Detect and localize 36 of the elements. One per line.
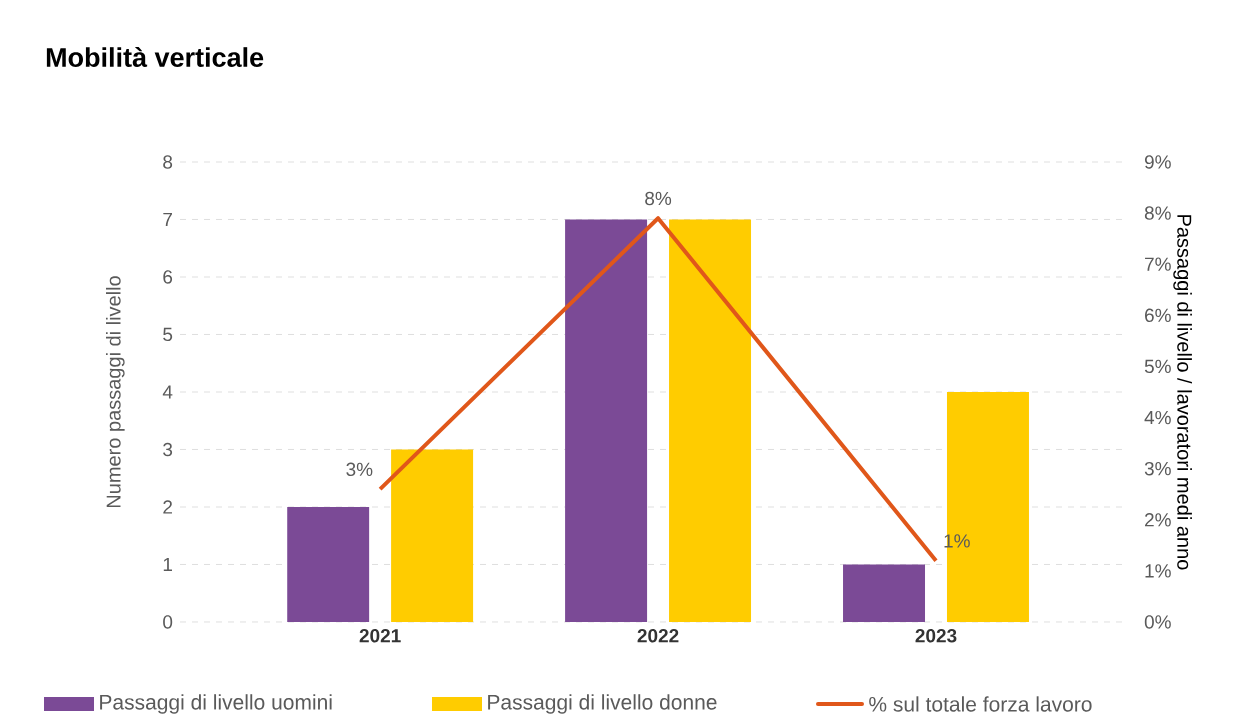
bar: [843, 564, 926, 622]
legend-label: Passaggi di livello donne: [488, 694, 717, 714]
bar: [669, 219, 752, 622]
y2-tick-label: 7%: [1145, 257, 1171, 271]
legend-label: % sul totale forza lavoro: [869, 696, 1092, 712]
y-tick-label: 1: [163, 557, 172, 572]
data-label: 3%: [346, 462, 373, 477]
y-tick-label: 7: [163, 212, 172, 227]
y2-axis-title: Passaggi di livello / lavoratori medi anno: [1173, 215, 1192, 570]
y-tick-label: 6: [163, 270, 173, 284]
y2-tick-label: 3%: [1144, 461, 1171, 476]
bar: [287, 506, 370, 622]
y2-tick-label: 1%: [1145, 564, 1171, 578]
x-tick-label: 2022: [637, 629, 679, 643]
y-tick-label: 2: [163, 500, 172, 514]
y2-tick-label: 9%: [1144, 155, 1171, 169]
y2-tick-label: 8%: [1144, 206, 1171, 220]
x-tick-label: 2023: [915, 629, 957, 643]
bar: [565, 219, 648, 622]
y-tick-label: 4: [162, 385, 173, 399]
data-label: 8%: [645, 191, 672, 206]
y2-tick-label: 0%: [1144, 615, 1171, 629]
y2-tick-label: 4%: [1144, 410, 1171, 425]
y-axis-title: Numero passaggi di livello: [106, 276, 125, 508]
y2-tick-label: 5%: [1144, 359, 1171, 374]
y2-tick-label: 6%: [1145, 308, 1171, 323]
y-tick-label: 0: [163, 615, 173, 629]
y2-tick-label: 2%: [1145, 513, 1171, 527]
chart-title: Mobilità verticale: [46, 46, 264, 67]
x-tick-label: 2021: [359, 629, 401, 643]
bar: [391, 449, 474, 622]
legend-label: Passaggi di livello uomini: [100, 694, 332, 714]
y-tick-label: 8: [163, 155, 173, 169]
y-tick-label: 3: [163, 442, 173, 457]
bar: [946, 391, 1029, 622]
y-tick-label: 5: [163, 327, 173, 342]
